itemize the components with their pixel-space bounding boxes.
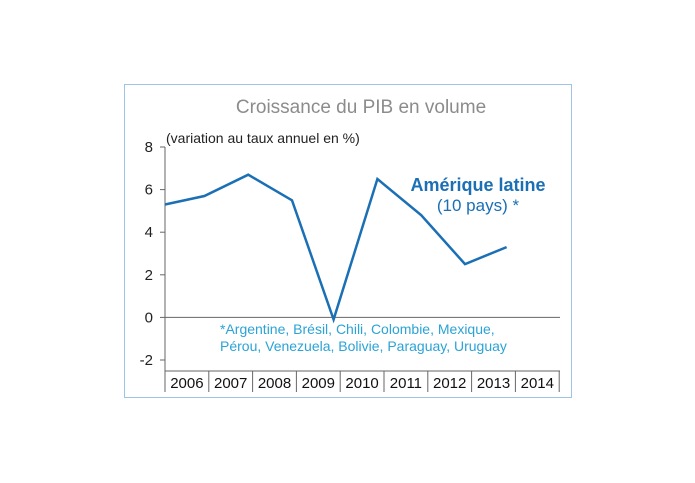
x-tick-label: 2014 — [521, 375, 554, 392]
y-tick-label: -2 — [140, 352, 153, 369]
chart-title: Croissance du PIB en volume — [236, 97, 486, 118]
chart-frame — [124, 84, 572, 398]
x-axis: 2006 2007 2008 2009 2010 2011 2012 2013 2014 — [165, 316, 560, 392]
x-tick-label: 2012 — [433, 375, 466, 392]
x-tick-label: 2013 — [477, 375, 510, 392]
series-layer — [164, 173, 508, 324]
y-axis: 8 6 4 2 0 -2 — [140, 139, 166, 392]
y-tick-label: 0 — [145, 309, 153, 326]
y-tick-label: 2 — [145, 267, 153, 284]
x-tick-label: 2006 — [170, 375, 203, 392]
y-tick-label: 6 — [145, 182, 153, 199]
chart-subtitle: (variation au taux annuel en %) — [166, 130, 360, 146]
x-tick-label: 2011 — [390, 375, 422, 392]
y-tick-label: 4 — [145, 224, 153, 241]
series-label-sub: (10 pays) * — [437, 196, 520, 215]
x-tick-label: 2007 — [214, 375, 247, 392]
y-tick-label: 8 — [145, 139, 153, 156]
x-tick-label: 2009 — [302, 375, 335, 392]
series-label: Amérique latine — [410, 175, 545, 195]
footnote-line-2: Pérou, Venezuela, Bolivie, Paraguay, Uru… — [220, 338, 507, 354]
footnote-line-1: *Argentine, Brésil, Chili, Colombie, Mex… — [220, 321, 495, 337]
x-tick-label: 2008 — [258, 375, 291, 392]
x-tick-label: 2010 — [345, 375, 378, 392]
